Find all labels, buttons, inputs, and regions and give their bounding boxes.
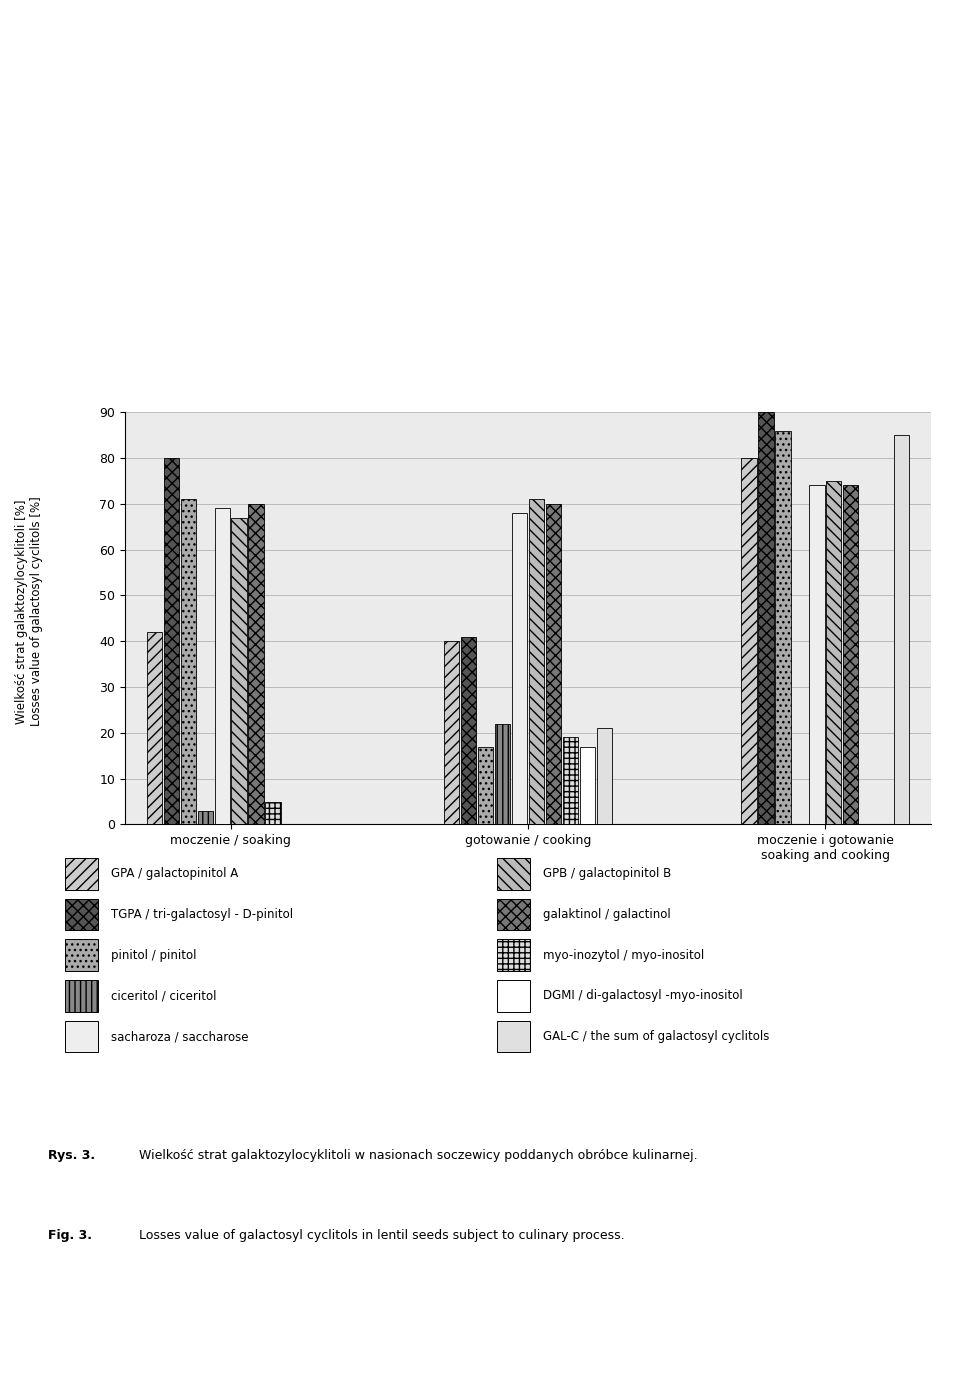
Bar [249, 504, 264, 824]
Bar [444, 642, 460, 824]
Bar [580, 746, 595, 824]
Bar [512, 513, 527, 824]
FancyBboxPatch shape [497, 980, 530, 1011]
FancyBboxPatch shape [497, 899, 530, 930]
Bar [563, 738, 578, 824]
FancyBboxPatch shape [65, 980, 98, 1011]
Bar [180, 499, 197, 824]
Text: TGPA / tri-galactosyl - D-pinitol: TGPA / tri-galactosyl - D-pinitol [111, 908, 293, 921]
Bar [545, 504, 562, 824]
Bar [894, 436, 909, 824]
Bar [198, 811, 213, 824]
Text: Losses value of galactosyl cyclitols in lentil seeds subject to culinary process: Losses value of galactosyl cyclitols in … [139, 1228, 624, 1242]
FancyBboxPatch shape [65, 940, 98, 971]
FancyBboxPatch shape [497, 940, 530, 971]
Bar [461, 636, 476, 824]
Text: ciceritol / ciceritol: ciceritol / ciceritol [111, 989, 217, 1003]
Text: DGMI / di-galactosyl -myo-inositol: DGMI / di-galactosyl -myo-inositol [543, 989, 743, 1003]
Bar [843, 485, 858, 824]
Bar [266, 801, 281, 824]
Bar [757, 412, 774, 824]
Text: myo-inozytol / myo-inositol: myo-inozytol / myo-inositol [543, 948, 705, 962]
Text: GPA / galactopinitol A: GPA / galactopinitol A [111, 867, 238, 881]
Text: Rys. 3.: Rys. 3. [48, 1149, 95, 1161]
Bar [163, 458, 180, 824]
Bar [741, 458, 756, 824]
Bar [214, 508, 230, 824]
FancyBboxPatch shape [65, 899, 98, 930]
Bar [231, 518, 248, 824]
Text: Wielkość strat galaktozylocyklitoli [%]
Losses value of galactosyl cyclitols [%]: Wielkość strat galaktozylocyklitoli [%] … [14, 496, 43, 727]
Text: Fig. 3.: Fig. 3. [48, 1228, 92, 1242]
Text: Wielkość strat galaktozylocyklitoli w nasionach soczewicy poddanych obróbce kuli: Wielkość strat galaktozylocyklitoli w na… [139, 1149, 697, 1161]
Bar [147, 632, 162, 824]
Text: sacharoza / saccharose: sacharoza / saccharose [111, 1030, 249, 1043]
Bar [808, 485, 825, 824]
Text: GPB / galactopinitol B: GPB / galactopinitol B [543, 867, 671, 881]
FancyBboxPatch shape [65, 857, 98, 890]
Bar [775, 430, 790, 824]
Bar [826, 481, 842, 824]
Bar [478, 746, 493, 824]
Bar [596, 728, 612, 824]
FancyBboxPatch shape [65, 1021, 98, 1052]
Text: galaktinol / galactinol: galaktinol / galactinol [543, 908, 671, 921]
Text: GAL-C / the sum of galactosyl cyclitols: GAL-C / the sum of galactosyl cyclitols [543, 1030, 770, 1043]
Bar [494, 724, 511, 824]
FancyBboxPatch shape [497, 857, 530, 890]
Text: pinitol / pinitol: pinitol / pinitol [111, 948, 197, 962]
Bar [529, 499, 544, 824]
FancyBboxPatch shape [497, 1021, 530, 1052]
